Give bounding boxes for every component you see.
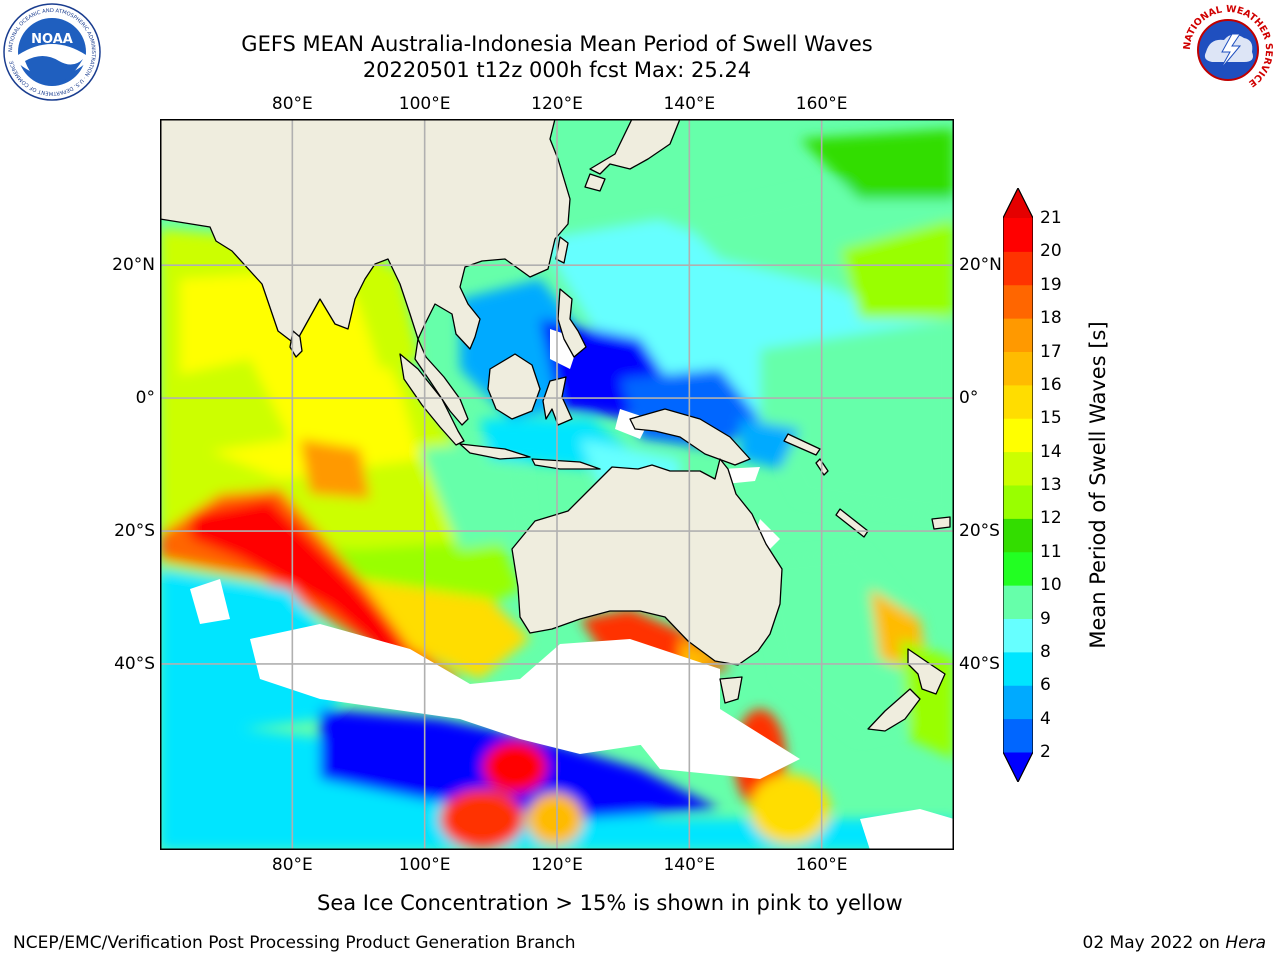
credit-branch: NCEP/EMC/Verification Post Processing Pr… xyxy=(13,933,576,953)
lon-tick-label-bot-2: 120°E xyxy=(531,855,583,875)
colorbar-tick-6: 11 xyxy=(1040,541,1062,562)
colorbar-extend-high xyxy=(1003,188,1033,218)
lon-tick-label-top-4: 160°E xyxy=(795,94,848,114)
colorbar-bin-14 xyxy=(1003,251,1033,286)
colorbar-tick-8: 13 xyxy=(1040,475,1062,495)
colorbar-tick-0: 2 xyxy=(1040,742,1051,762)
colorbar-bin-8 xyxy=(1003,451,1033,486)
credit-date: 02 May 2022 on Hera xyxy=(1083,933,1267,953)
colorbar-tick-16: 21 xyxy=(1040,208,1062,228)
credit-machine: Hera xyxy=(1225,933,1266,953)
colorbar xyxy=(1003,188,1033,782)
land-masses xyxy=(160,119,951,732)
colorbar-tick-12: 17 xyxy=(1040,341,1062,362)
chart-subtitle: 20220501 t12z 000h fcst Max: 25.24 xyxy=(362,58,752,82)
chart-title: GEFS MEAN Australia-Indonesia Mean Perio… xyxy=(241,32,873,56)
colorbar-tick-13: 18 xyxy=(1040,308,1062,329)
colorbar-tick-7: 12 xyxy=(1040,508,1062,529)
lon-tick-label-bot-0: 80°E xyxy=(271,855,313,875)
colorbar-tick-15: 20 xyxy=(1040,241,1062,262)
noaa-logo-text: NOAA xyxy=(31,32,73,47)
lat-tick-label-right-1: 0° xyxy=(959,388,979,409)
nws-logo: NATIONAL WEATHER SERVICE xyxy=(1178,0,1278,100)
colorbar-bin-3 xyxy=(1003,618,1033,653)
lat-tick-label-left-0: 20°N xyxy=(112,255,155,276)
lat-tick-label-right-2: 20°S xyxy=(959,521,1000,542)
lat-tick-label-left-3: 40°S xyxy=(114,653,155,674)
colorbar-bin-1 xyxy=(1003,685,1033,720)
lat-tick-label-left-1: 0° xyxy=(135,388,155,409)
lon-tick-label-top-2: 120°E xyxy=(531,94,583,114)
lon-tick-label-top-0: 80°E xyxy=(271,94,313,114)
colorbar-bin-6 xyxy=(1003,518,1033,553)
lon-tick-label-bot-4: 160°E xyxy=(795,855,848,875)
colorbar-bin-12 xyxy=(1003,318,1033,352)
map-panel xyxy=(160,119,954,850)
lat-tick-label-right-0: 20°N xyxy=(959,255,1002,276)
graticule xyxy=(160,119,954,850)
colorbar-bin-5 xyxy=(1003,551,1033,586)
colorbar-bin-13 xyxy=(1003,284,1033,319)
colorbar-bin-4 xyxy=(1003,585,1033,619)
colorbar-tick-10: 15 xyxy=(1040,408,1062,429)
sea-ice-footnote: Sea Ice Concentration > 15% is shown in … xyxy=(317,891,903,915)
colorbar-bin-0 xyxy=(1003,718,1033,753)
colorbar-bin-2 xyxy=(1003,651,1033,686)
colorbar-bin-15 xyxy=(1003,218,1033,252)
colorbar-tick-3: 8 xyxy=(1040,641,1051,662)
colorbar-label: Mean Period of Swell Waves [s] xyxy=(1086,321,1110,649)
colorbar-bin-10 xyxy=(1003,384,1033,419)
colorbar-tick-5: 10 xyxy=(1040,575,1062,596)
lon-tick-label-bot-3: 140°E xyxy=(663,855,716,875)
noaa-logo: NOAA NATIONAL OCEANIC AND ATMOSPHERIC AD… xyxy=(3,3,101,101)
colorbar-extend-low xyxy=(1003,752,1033,782)
map-frame xyxy=(160,119,954,850)
credit-date-text: 02 May 2022 on xyxy=(1082,933,1226,953)
colorbar-bin-9 xyxy=(1003,418,1033,453)
colorbar-tick-9: 14 xyxy=(1040,441,1062,462)
colorbar-tick-1: 4 xyxy=(1040,708,1051,729)
lat-tick-label-right-3: 40°S xyxy=(959,653,1000,674)
no-data-areas xyxy=(190,329,954,850)
lon-tick-label-top-3: 140°E xyxy=(663,94,716,114)
colorbar-tick-14: 19 xyxy=(1040,274,1062,295)
colorbar-bin-11 xyxy=(1003,351,1033,386)
colorbar-tick-11: 16 xyxy=(1040,374,1062,395)
lat-tick-label-left-2: 20°S xyxy=(114,521,155,542)
colorbar-tick-2: 6 xyxy=(1040,675,1051,696)
colorbar-bin-7 xyxy=(1003,485,1033,519)
lon-tick-label-top-1: 100°E xyxy=(398,94,451,114)
lon-tick-label-bot-1: 100°E xyxy=(398,855,451,875)
colorbar-tick-4: 9 xyxy=(1040,608,1051,629)
